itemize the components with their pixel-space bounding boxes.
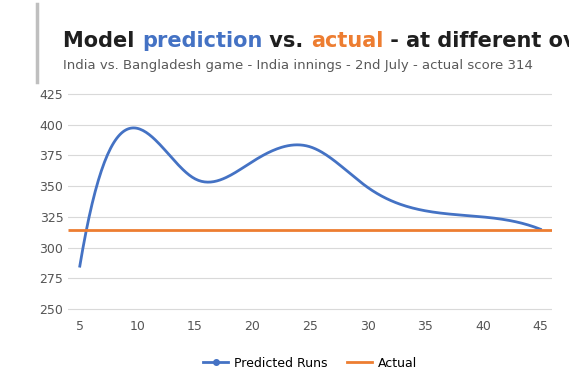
Text: vs.: vs. (262, 31, 311, 51)
Text: India vs. Bangladesh game - India innings - 2nd July - actual score 314: India vs. Bangladesh game - India inning… (63, 59, 533, 72)
Text: - at different overs: - at different overs (384, 31, 569, 51)
Text: Model: Model (63, 31, 142, 51)
Text: actual: actual (311, 31, 384, 51)
Legend: Predicted Runs, Actual: Predicted Runs, Actual (198, 352, 422, 371)
Text: prediction: prediction (142, 31, 262, 51)
